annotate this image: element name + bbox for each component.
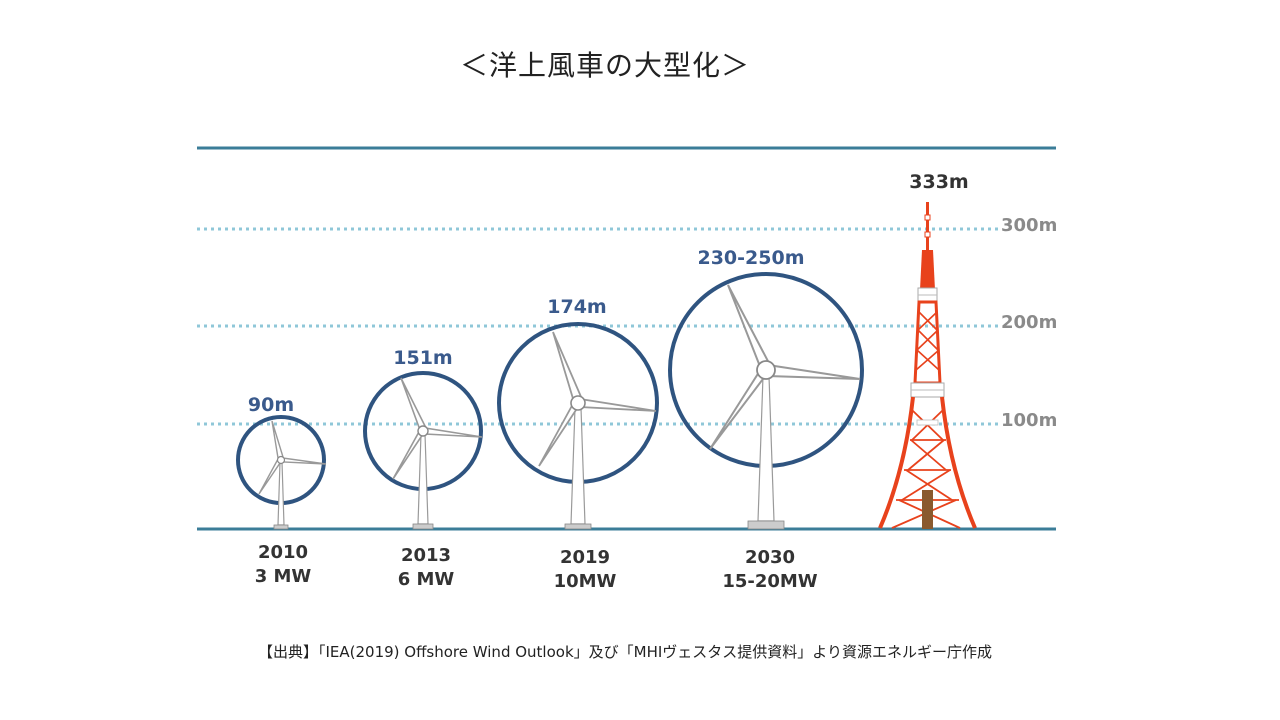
turbine-tower	[757, 375, 775, 522]
source-note: 【出典】「IEA(2019) Offshore Wind Outlook」及び「…	[257, 643, 992, 661]
turbine-base	[273, 524, 289, 530]
scale-label-100m: 100m	[1001, 410, 1057, 431]
scale-label-300m: 300m	[1001, 215, 1057, 236]
year: 2019	[559, 547, 611, 568]
turbine-2013	[363, 371, 483, 530]
turbine-height-label: 151m	[393, 347, 452, 369]
year: 2013	[400, 545, 452, 566]
page-title: ＜洋上風車の大型化＞	[459, 49, 750, 82]
capacity: 10MW	[553, 571, 617, 592]
turbine-year-label: 2030 15-20MW	[705, 546, 835, 594]
turbine-tower	[417, 433, 429, 525]
turbine-height-label: 174m	[547, 296, 606, 318]
turbine-2030	[668, 272, 864, 530]
turbine-year-label: 2019 10MW	[520, 546, 650, 594]
turbine-base	[747, 520, 785, 530]
turbine-height-label: 230-250m	[697, 247, 804, 269]
year: 2030	[744, 547, 796, 568]
turbine-base	[412, 523, 434, 530]
scale-label-200m: 200m	[1001, 312, 1057, 333]
turbine-2019	[497, 322, 659, 530]
tower-illustration	[878, 202, 977, 529]
capacity: 3 MW	[254, 566, 312, 587]
tower-height-label: 333m	[909, 171, 968, 193]
turbine-year-label: 2013 6 MW	[361, 544, 491, 592]
capacity: 6 MW	[397, 569, 455, 590]
turbine-tower	[277, 461, 285, 526]
turbine-height-label: 90m	[248, 394, 294, 416]
capacity: 15-20MW	[722, 571, 818, 592]
year: 2010	[257, 542, 309, 563]
turbine-year-label: 2010 3 MW	[218, 541, 348, 589]
turbine-2010	[236, 415, 327, 530]
turbine-base	[564, 523, 592, 530]
